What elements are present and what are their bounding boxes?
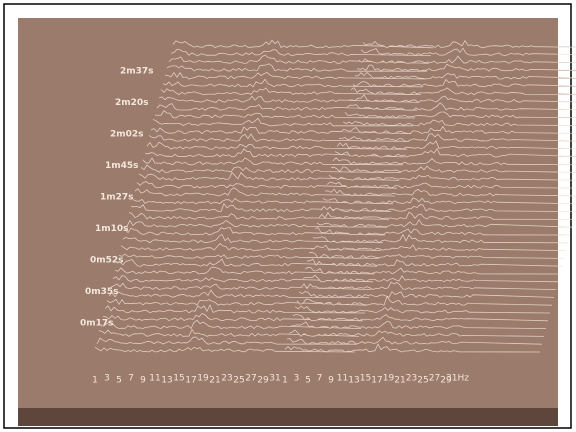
time-label: 1m45s [105, 161, 139, 171]
freq-label: 23 [406, 374, 417, 384]
freq-label: 15 [173, 374, 184, 384]
freq-label: 17 [185, 376, 196, 386]
freq-label: 13 [348, 376, 359, 386]
freq-label: 15 [360, 374, 371, 384]
page: {"time_labels": ["0m17s", "0m35s", "0m52… [0, 0, 576, 432]
time-label: 0m35s [85, 287, 119, 297]
freq-label: 29 [257, 376, 269, 386]
time-label: 1m10s [95, 224, 129, 234]
freq-label: 21 [209, 376, 220, 386]
screen [18, 18, 558, 426]
freq-label: 25 [417, 376, 428, 386]
freq-label: 11 [337, 374, 348, 384]
freq-label: 9 [140, 376, 146, 386]
time-label: 1m27s [100, 193, 134, 203]
freq-label: 1 [92, 376, 98, 386]
photo: 0m17s 0m35s 0m52s 1m10s 1m27s 1m45s 2m02s 2m20s… [0, 0, 576, 432]
freq-label: 27 [429, 374, 440, 384]
time-label: 2m02s [110, 130, 144, 140]
freq-label: 19 [197, 374, 209, 384]
freq-label: 25 [233, 376, 244, 386]
freq-label: 13 [161, 376, 172, 386]
freq-label: 7 [317, 374, 323, 384]
time-label: 0m17s [80, 319, 114, 329]
freq-label: 5 [116, 376, 122, 386]
freq-label: 23 [221, 374, 232, 384]
freq-label: 31 [269, 374, 280, 384]
freq-label: 9 [328, 376, 334, 386]
freq-label: 17 [371, 376, 382, 386]
freq-label: 27 [245, 374, 256, 384]
time-label: 2m37s [120, 67, 154, 77]
screen-bottom-edge [18, 408, 558, 426]
freq-label: 1 [282, 376, 288, 386]
freq-label: 31Hz [446, 374, 469, 384]
freq-label: 7 [128, 374, 134, 384]
time-label: 2m20s [115, 98, 149, 108]
freq-label: 3 [294, 374, 300, 384]
freq-label: 11 [149, 374, 160, 384]
freq-label: 3 [104, 374, 110, 384]
freq-label: 21 [394, 376, 405, 386]
freq-label: 5 [305, 376, 311, 386]
time-label: 0m52s [90, 256, 124, 266]
freq-label: 19 [383, 374, 395, 384]
